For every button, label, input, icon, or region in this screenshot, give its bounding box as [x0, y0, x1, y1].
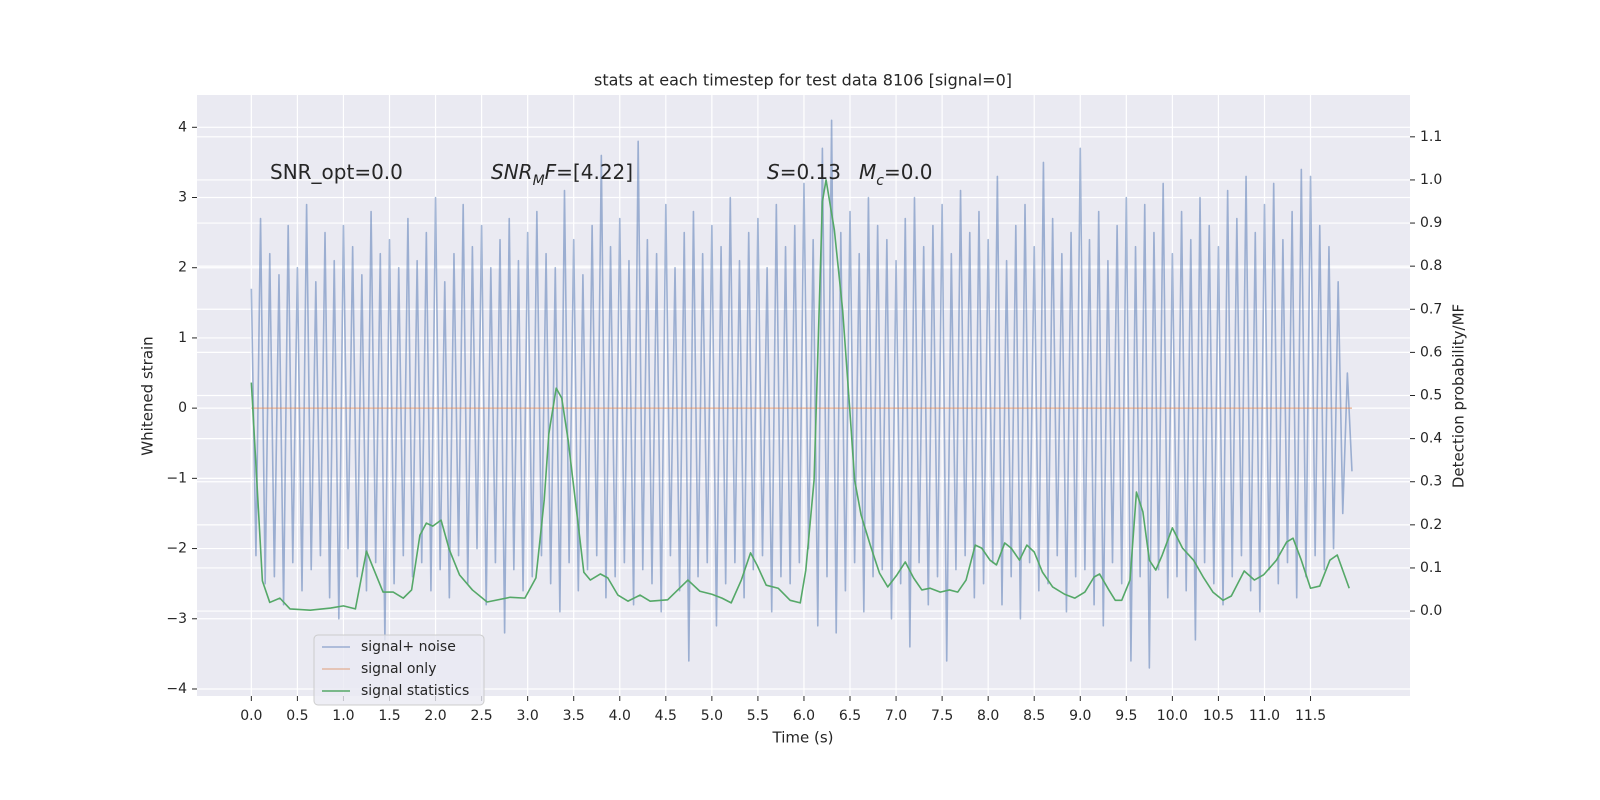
y-tick-label: 4 [178, 119, 187, 135]
x-tick-label: 0.0 [240, 708, 262, 724]
labels: 0.0 0.5 1.0 1.5 2.0 2.5 3.0 3.5 4.0 4.5 5.0 5.5 6.0 6… [166, 119, 1442, 724]
y-tick-label: −4 [166, 681, 187, 697]
x-tick-label: 0.5 [286, 708, 308, 724]
series-line [250, 179, 1350, 611]
x-tick-label: 1.5 [378, 708, 400, 724]
annotation-part: S [767, 160, 780, 184]
annotation-part: =[4.22] [556, 160, 633, 184]
x-tick-label: 5.5 [747, 708, 769, 724]
legend-label: signal+ noise [361, 639, 456, 655]
x-tick-label: 10.5 [1203, 708, 1234, 724]
annotation-part: =0.13 [780, 160, 841, 184]
legend-box [313, 634, 485, 706]
x-tick-label: 2.0 [424, 708, 446, 724]
annotation: S=0.13 [767, 160, 841, 184]
x-tick-label: 3.0 [517, 708, 539, 724]
x-tick-label: 10.0 [1157, 708, 1188, 724]
annotation-part: SNR [491, 160, 533, 184]
x-tick-label: 4.0 [609, 708, 631, 724]
x-tick-label: 9.5 [1115, 708, 1137, 724]
legend-label: signal statistics [361, 683, 469, 699]
x-tick-label: 9.0 [1069, 708, 1091, 724]
annotation-part: =0.0 [884, 160, 933, 184]
y-tick-label: −1 [166, 470, 187, 486]
y2-tick-label: 0.5 [1420, 388, 1442, 404]
chart-title: stats at each timestep for test data 810… [594, 71, 1012, 90]
y2-tick-label: 1.0 [1420, 172, 1442, 188]
annotation: SNR_opt=0.0 [270, 160, 403, 184]
x-tick-label: 4.5 [655, 708, 677, 724]
annotation-part: M [859, 160, 876, 184]
legend: signal+ noise signal only signal statistic… [313, 634, 485, 706]
y-tick-label: −2 [166, 541, 187, 557]
marks [250, 119, 1353, 669]
y2-tick-label: 0.1 [1420, 560, 1442, 576]
y2-tick-label: 1.1 [1420, 129, 1442, 145]
x-tick-label: 8.0 [977, 708, 999, 724]
x-tick-label: 6.5 [839, 708, 861, 724]
y2-tick-label: 0.4 [1420, 431, 1442, 447]
y2-tick-label: 0.3 [1420, 474, 1442, 490]
x-tick-label: 7.0 [885, 708, 907, 724]
y2-tick-label: 0.2 [1420, 517, 1442, 533]
y-tick-label: −3 [166, 611, 187, 627]
annotation-part: F [545, 160, 557, 184]
x-tick-label: 1.0 [332, 708, 354, 724]
x-tick-label: 11.5 [1295, 708, 1326, 724]
y2-tick-label: 0.8 [1420, 258, 1442, 274]
y-tick-label: 2 [178, 260, 187, 276]
annotation-part: M [533, 173, 545, 189]
annotation-part: c [876, 173, 884, 189]
y2-axis-label: Detection probability/MF [1450, 304, 1468, 488]
grid [197, 95, 1410, 696]
x-tick-label: 7.5 [931, 708, 953, 724]
y-tick-label: 0 [178, 400, 187, 416]
y2-tick-label: 0.9 [1420, 215, 1442, 231]
annotation: SNRMF=[4.22] [491, 160, 633, 190]
x-tick-label: 5.0 [701, 708, 723, 724]
x-tick-label: 2.5 [470, 708, 492, 724]
x-tick-label: 11.0 [1249, 708, 1280, 724]
annotation-part: SNR_opt=0.0 [270, 160, 403, 184]
y-axis-label: Whitened strain [139, 336, 157, 455]
y2-tick-label: 0.0 [1420, 603, 1442, 619]
y2-tick-label: 0.6 [1420, 344, 1442, 360]
y-tick-label: 1 [178, 330, 187, 346]
x-tick-label: 3.5 [563, 708, 585, 724]
annotation: Mc=0.0 [859, 160, 933, 190]
y2-tick-label: 0.7 [1420, 301, 1442, 317]
x-axis-label: Time (s) [772, 729, 834, 747]
x-tick-label: 6.0 [793, 708, 815, 724]
y-tick-label: 3 [178, 190, 187, 206]
x-tick-label: 8.5 [1023, 708, 1045, 724]
legend-label: signal only [361, 661, 436, 677]
